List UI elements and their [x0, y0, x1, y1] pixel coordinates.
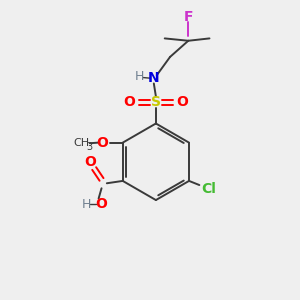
Text: Cl: Cl: [201, 182, 216, 196]
Text: 3: 3: [87, 142, 93, 152]
Text: H: H: [134, 70, 144, 83]
Text: F: F: [184, 10, 193, 24]
Text: N: N: [148, 71, 160, 85]
Text: O: O: [176, 95, 188, 109]
Text: O: O: [84, 155, 96, 169]
Text: O: O: [96, 136, 108, 150]
Text: H: H: [82, 198, 91, 211]
Text: S: S: [151, 95, 161, 109]
Text: O: O: [124, 95, 135, 109]
Text: CH: CH: [74, 138, 90, 148]
Text: O: O: [96, 197, 107, 212]
